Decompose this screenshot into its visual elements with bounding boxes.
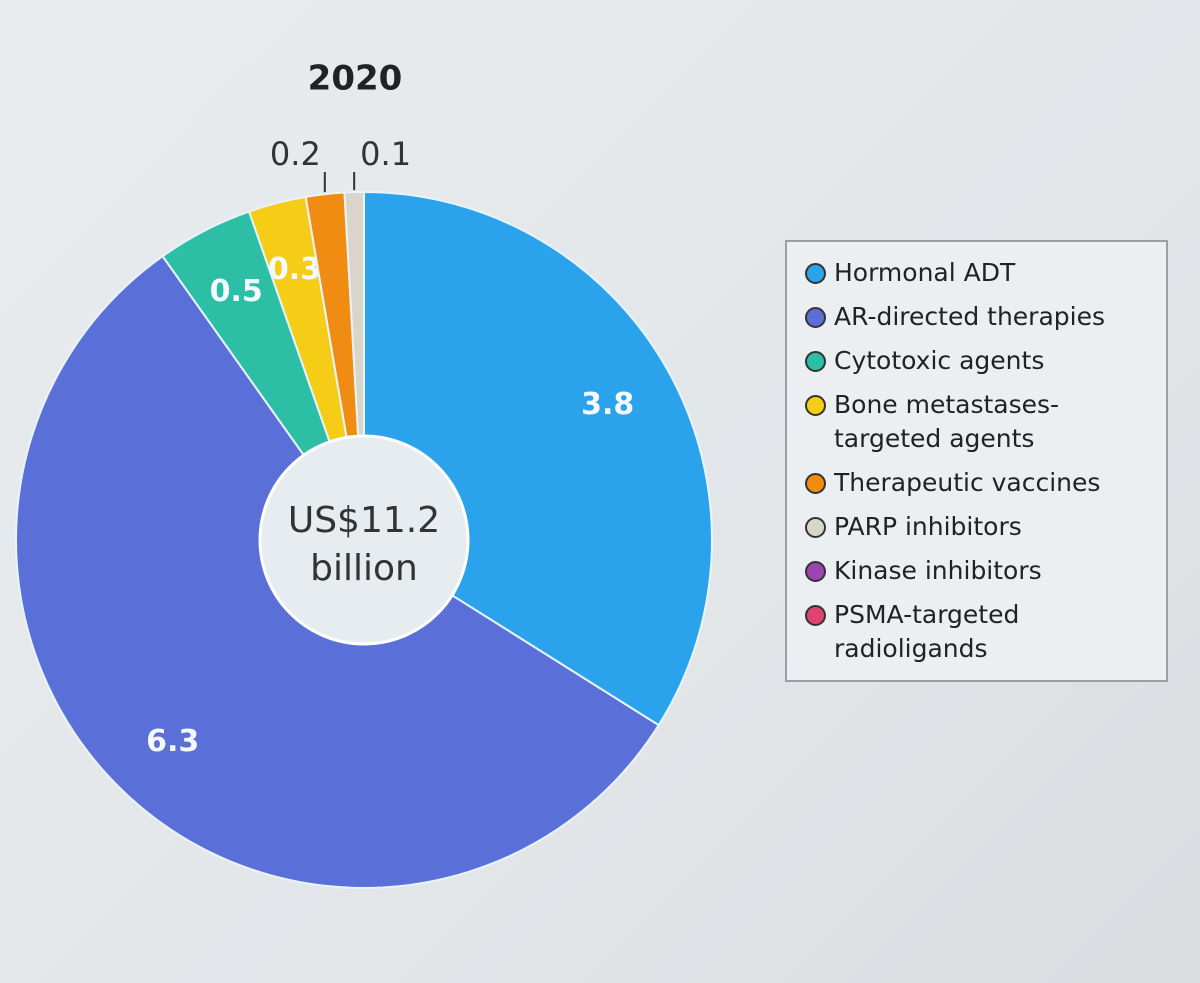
chart-title: 2020	[308, 59, 403, 99]
legend-item: Bone metastases-targeted agents	[805, 388, 1156, 456]
center-label: US$11.2	[288, 500, 440, 541]
legend-marker	[805, 517, 826, 538]
legend-label: PARP inhibitors	[834, 512, 1022, 541]
value-label: 0.1	[360, 135, 411, 173]
legend-item: Therapeutic vaccines	[805, 466, 1156, 500]
legend-label: Bone metastases-targeted agents	[834, 390, 1060, 453]
legend-marker	[805, 395, 826, 416]
legend-item: PSMA-targeted radioligands	[805, 598, 1156, 666]
legend-label: AR-directed therapies	[834, 302, 1105, 331]
legend-item: AR-directed therapies	[805, 300, 1156, 334]
legend-marker	[805, 605, 826, 626]
legend-item: Kinase inhibitors	[805, 554, 1156, 588]
legend-marker	[805, 351, 826, 372]
legend: Hormonal ADT AR-directed therapies Cytotox…	[785, 240, 1168, 682]
legend-marker	[805, 561, 826, 582]
donut-hole	[258, 434, 470, 646]
legend-label: Kinase inhibitors	[834, 556, 1042, 585]
legend-marker	[805, 263, 826, 284]
legend-marker	[805, 307, 826, 328]
legend-item: Cytotoxic agents	[805, 344, 1156, 378]
legend-label: Hormonal ADT	[834, 258, 1016, 287]
legend-label: Cytotoxic agents	[834, 346, 1045, 375]
value-label: 0.3	[268, 252, 321, 287]
legend-item: PARP inhibitors	[805, 510, 1156, 544]
legend-item: Hormonal ADT	[805, 256, 1156, 290]
legend-marker	[805, 473, 826, 494]
value-label: 0.5	[210, 274, 263, 309]
legend-label: PSMA-targeted radioligands	[834, 600, 1020, 663]
center-label: billion	[310, 548, 418, 589]
value-label: 6.3	[146, 724, 199, 759]
legend-label: Therapeutic vaccines	[834, 468, 1101, 497]
value-label: 3.8	[581, 387, 634, 422]
value-label: 0.2	[270, 135, 321, 173]
